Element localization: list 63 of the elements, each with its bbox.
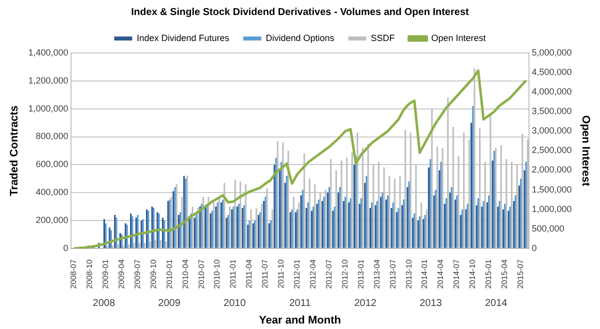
x-tick-label: 2008-10: [85, 258, 94, 289]
y2-tick-label: 2,000,000: [532, 164, 572, 175]
y2-tick-label: 5,000,000: [532, 47, 572, 58]
x-tick-label: 2011-01: [228, 258, 238, 288]
x-tick-label: 2013-01: [356, 258, 366, 289]
y2-tick-label: 4,500,000: [532, 67, 572, 78]
legend-label: Open Interest: [431, 32, 486, 43]
x-tick-label: 2014-07: [452, 258, 462, 289]
x-tick-label: 2011-07: [260, 258, 270, 288]
text: 2012: [354, 298, 377, 309]
y-tick-label: 400,000: [36, 187, 68, 198]
y-tick-label: 200,000: [36, 215, 68, 226]
x-tick-label: 2010-07: [196, 258, 206, 289]
y-tick-label: 1,000,000: [28, 103, 68, 114]
y2-tick-label: 1,500,000: [532, 184, 572, 194]
x-tick-label: 2012-10: [340, 258, 350, 289]
y2-tick-label: 500,000: [532, 223, 564, 234]
text: 2014: [484, 298, 508, 309]
x-tick-label: 2009-07: [132, 258, 142, 289]
y2-tick-label: 3,000,000: [532, 126, 572, 136]
x-tick-label: 2012-01: [292, 258, 302, 289]
x-tick-label: 2011-04: [244, 258, 254, 288]
x-tick-label: 2011-10: [276, 258, 286, 288]
legend-label: Dividend Options: [266, 32, 335, 43]
x-tick-label: 2012-04: [308, 258, 318, 289]
text: 2011: [289, 298, 312, 309]
x-tick-label: 2015-07: [516, 258, 525, 289]
x-axis-title: Year and Month: [259, 314, 342, 326]
y2-axis-title: Open Interest: [579, 115, 592, 187]
x-tick-label: 2014-10: [468, 258, 478, 289]
y2-tick-label: 0: [532, 242, 537, 253]
x-tick-label: 2010-10: [212, 258, 222, 289]
y-tick-label: 1,200,000: [28, 75, 68, 86]
y2-tick-label: 2,500,000: [532, 145, 572, 156]
x-tick-label: 2008-07: [69, 258, 78, 289]
x-tick-label: 2015-01: [484, 258, 494, 289]
x-tick-label: 2015-04: [500, 258, 510, 289]
x-tick-label: 2013-07: [388, 258, 398, 289]
legend-label: Index Dividend Futures: [136, 32, 230, 43]
x-tick-label: 2010-01: [164, 258, 174, 289]
x-tick-label: 2012-07: [324, 258, 334, 289]
x-tick-label: 2013-10: [404, 258, 414, 289]
x-tick-label: 2013-04: [372, 258, 382, 289]
text: 2010: [224, 298, 246, 309]
x-tick-label: 2014-01: [420, 258, 430, 289]
y-tick-label: 600,000: [36, 159, 68, 170]
y-tick-label: 0: [63, 242, 68, 253]
x-tick-label: 2014-04: [436, 258, 446, 289]
chart-title: Index & Single Stock Dividend Derivatives - Volumes and Open Interest: [131, 6, 470, 18]
y-tick-label: 800,000: [36, 131, 68, 142]
legend-label: SSDF: [370, 32, 396, 43]
y-axis-title: Traded Contracts: [8, 105, 21, 196]
text: 2013: [420, 298, 442, 309]
x-tick-label: 2009-04: [116, 258, 126, 289]
y-tick-label: 1,400,000: [28, 47, 68, 58]
y2-tick-label: 4,000,000: [532, 86, 572, 97]
x-tick-label: 2009-10: [148, 258, 158, 289]
text: 2008: [92, 298, 116, 309]
y2-tick-label: 1,000,000: [532, 204, 572, 214]
x-tick-label: 2009-01: [101, 258, 110, 289]
x-tick-label: 2010-04: [180, 258, 190, 289]
text: 2009: [158, 298, 181, 309]
y2-tick-label: 3,500,000: [532, 106, 572, 116]
